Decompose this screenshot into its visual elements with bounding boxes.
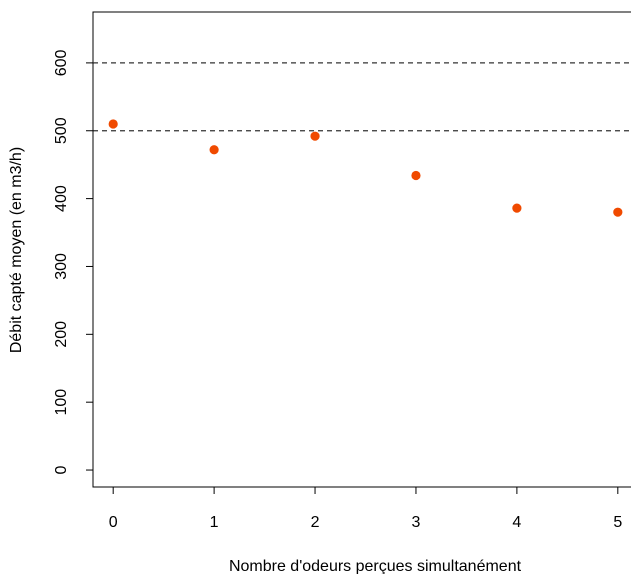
data-point bbox=[209, 145, 219, 155]
y-tick-label: 600 bbox=[53, 49, 70, 76]
x-tick-label: 0 bbox=[109, 514, 118, 531]
y-tick-label: 100 bbox=[53, 389, 70, 416]
x-tick-label: 1 bbox=[210, 514, 219, 531]
data-point bbox=[108, 119, 118, 129]
y-axis-title: Débit capté moyen (en m3/h) bbox=[8, 147, 25, 353]
y-tick-label: 0 bbox=[53, 465, 70, 474]
data-point bbox=[411, 170, 421, 181]
y-tick-label: 300 bbox=[53, 253, 70, 280]
x-tick-label: 4 bbox=[512, 514, 521, 531]
y-tick-label: 500 bbox=[53, 117, 70, 144]
x-tick-label: 3 bbox=[412, 514, 421, 531]
data-points bbox=[108, 119, 623, 217]
y-axis: 0 100 200 300 400 500 600 bbox=[53, 49, 94, 474]
x-axis-title: Nombre d'odeurs perçues simultanément bbox=[229, 558, 522, 574]
x-tick-label: 5 bbox=[613, 514, 622, 531]
y-tick-label: 200 bbox=[53, 321, 70, 348]
data-point bbox=[512, 203, 522, 213]
y-tick-label: 400 bbox=[53, 185, 70, 212]
reference-lines bbox=[93, 62, 631, 132]
x-axis: 0 1 2 3 4 5 bbox=[109, 486, 622, 531]
data-point bbox=[310, 131, 320, 141]
data-point bbox=[613, 207, 623, 217]
x-tick-label: 2 bbox=[311, 514, 320, 531]
plot-frame bbox=[92, 11, 631, 488]
